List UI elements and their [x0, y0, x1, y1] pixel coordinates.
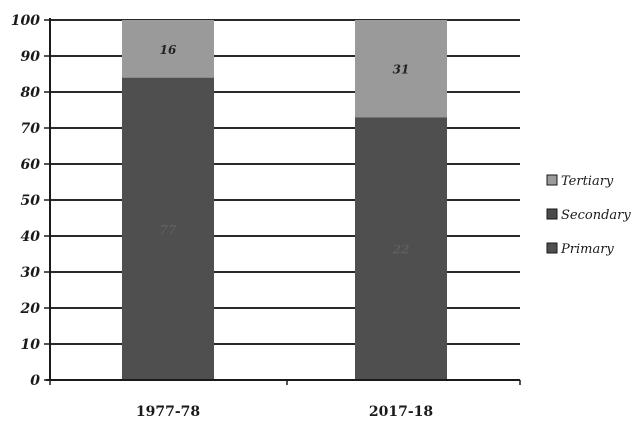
y-tick-label: 20 [20, 301, 41, 317]
bars [122, 20, 447, 380]
data-label: 77 [160, 223, 177, 237]
y-tick-label: 30 [21, 265, 41, 281]
y-tick-label: 10 [21, 337, 41, 353]
axes: 0 10 20 30 40 50 60 70 80 90 100 1977-78 2017-18 [11, 13, 521, 420]
bar-segment [355, 117, 447, 380]
y-tick-label: 80 [21, 85, 41, 101]
y-tick-label: 0 [30, 373, 40, 389]
y-tick-label: 90 [21, 49, 41, 65]
x-tick-label: 2017-18 [369, 404, 433, 420]
legend-label: Primary [560, 242, 614, 257]
legend-label: Secondary [561, 208, 631, 223]
y-tick-label: 60 [21, 157, 41, 173]
legend-swatch [546, 174, 558, 186]
y-tick-label: 100 [11, 13, 40, 29]
data-label: 22 [392, 243, 410, 257]
data-labels: 77 16 22 31 [160, 43, 410, 257]
legend-swatch [546, 208, 558, 220]
bar-segment [122, 77, 214, 380]
y-tick-label: 50 [21, 193, 41, 209]
gridlines [50, 19, 520, 345]
y-tick-label: 40 [21, 229, 41, 245]
data-label: 16 [160, 43, 177, 57]
legend: Tertiary Secondary Primary [546, 174, 631, 257]
data-label: 31 [393, 63, 410, 77]
legend-label: Tertiary [561, 174, 614, 189]
bar-segment [355, 20, 447, 118]
bar-segment [122, 20, 214, 78]
legend-swatch [546, 242, 558, 254]
x-tick-label: 1977-78 [136, 404, 200, 420]
y-tick-label: 70 [21, 121, 41, 137]
